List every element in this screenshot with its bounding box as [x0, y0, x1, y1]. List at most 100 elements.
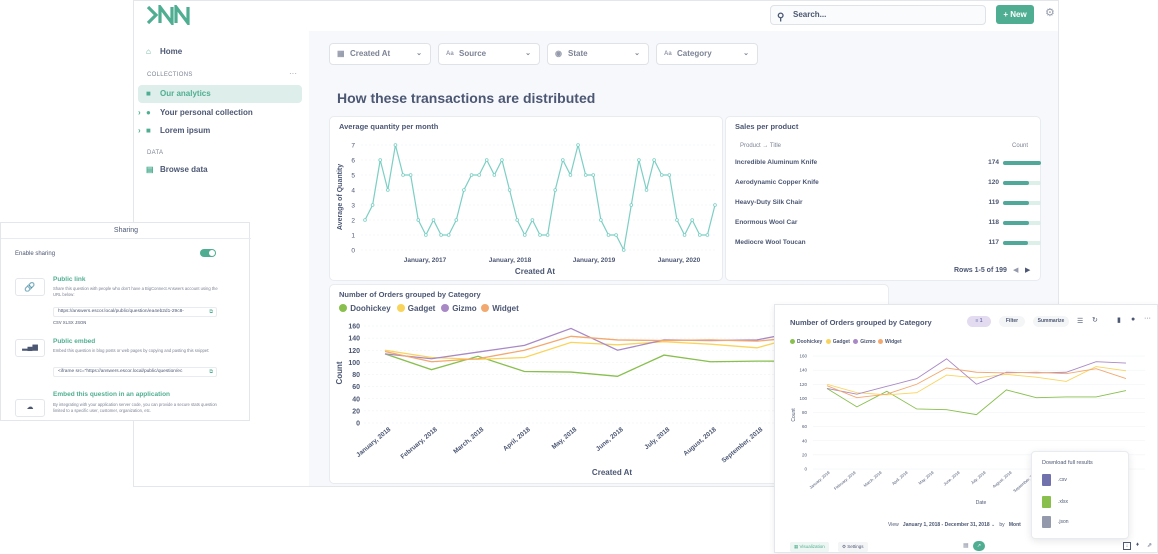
table-row[interactable]: Heavy-Duty Silk Chair 119: [735, 199, 1041, 211]
summarize-button[interactable]: Summarize: [1033, 316, 1069, 327]
data-point: [576, 143, 580, 147]
public-link-field[interactable]: https://answers.escor.local/public/quest…: [53, 307, 217, 317]
y-tick-label: 3: [351, 203, 355, 210]
granularity-picker[interactable]: Mont: [1008, 522, 1021, 528]
x-tick-label: January, 2018: [808, 469, 831, 489]
copy-icon[interactable]: ⧉: [209, 309, 213, 315]
question-title: Number of Orders grouped by Category: [790, 318, 932, 327]
table-row[interactable]: Enormous Wool Car 118: [735, 219, 1041, 231]
legend-item[interactable]: Widget: [481, 304, 519, 313]
sidebar-item-home[interactable]: ⌂ Home: [138, 43, 302, 61]
legend-item[interactable]: Gadget: [396, 304, 435, 313]
data-point: [713, 203, 717, 207]
chevron-right-icon[interactable]: ›: [138, 108, 141, 117]
settings-button[interactable]: ⚙ Settings: [838, 542, 868, 552]
product-name[interactable]: Aerodynamic Copper Knife: [735, 179, 819, 186]
y-tick-label: 100: [348, 360, 360, 367]
column-header-count[interactable]: Count: [1012, 143, 1029, 149]
table-row[interactable]: Mediocre Wool Toucan 117: [735, 239, 1041, 251]
download-json[interactable]: .json: [1042, 516, 1102, 528]
search-icon: ⚲: [777, 12, 785, 23]
legend-item[interactable]: Widget: [878, 339, 902, 345]
chevron-right-icon[interactable]: ›: [138, 126, 141, 135]
series-line-gadget: [826, 366, 1127, 396]
table-view-icon[interactable]: ▦: [963, 543, 969, 549]
table-row[interactable]: Aerodynamic Copper Knife 120: [735, 179, 1041, 191]
refresh-icon[interactable]: ↻: [1092, 317, 1098, 324]
column-header-product[interactable]: Product → Title: [740, 143, 782, 149]
count-bar: [1003, 181, 1041, 185]
y-tick-label: 40: [352, 396, 360, 403]
copy-icon[interactable]: ⧉: [209, 369, 213, 375]
info-icon[interactable]: ●: [1131, 316, 1136, 323]
download-title: Download full results: [1042, 460, 1093, 466]
data-point: [545, 233, 550, 237]
visualization-button[interactable]: ▦ Visualization: [790, 542, 829, 552]
y-tick-label: 120: [348, 348, 360, 355]
data-point: [446, 233, 451, 237]
product-name[interactable]: Incredible Aluminum Knife: [735, 159, 818, 166]
legend-dot: [853, 339, 859, 344]
product-count: 119: [988, 199, 1000, 206]
export-formats[interactable]: CSV XLSX JSON: [53, 320, 87, 325]
product-name[interactable]: Mediocre Wool Toucan: [735, 239, 806, 246]
sidebar-item-our-analytics[interactable]: ■ Our analytics: [138, 85, 302, 103]
data-point: [378, 158, 383, 162]
notebook-icon[interactable]: ☰: [1077, 318, 1084, 325]
download-xlsx[interactable]: .xlsx: [1042, 496, 1102, 508]
chart-view-icon[interactable]: ↗: [973, 541, 985, 551]
new-button[interactable]: + New: [996, 5, 1034, 24]
collections-header: COLLECTIONS: [147, 72, 193, 78]
quantity-line-chart[interactable]: 0 1 2 3 4 5 6 7 January, 2017 January, 2018 Janua…: [330, 117, 724, 282]
sidebar-item-personal-collection[interactable]: › ● Your personal collection: [138, 104, 302, 122]
enable-sharing-toggle[interactable]: [200, 249, 216, 257]
search-placeholder: Search...: [793, 10, 827, 19]
table-row[interactable]: Incredible Aluminum Knife 174: [735, 159, 1041, 171]
data-point: [393, 143, 398, 147]
legend-item[interactable]: Doohickey: [339, 304, 391, 313]
public-embed-description: Embed this question in blog posts or web…: [53, 348, 210, 353]
gear-icon[interactable]: ⚙: [1045, 7, 1055, 19]
product-name[interactable]: Heavy-Duty Silk Chair: [735, 199, 803, 206]
embed-code-field[interactable]: <iframe src="https://answers.escor.local…: [53, 367, 217, 377]
legend-item[interactable]: Gizmo: [853, 339, 876, 345]
filter-category[interactable]: Aa Category ⌄: [656, 43, 758, 65]
legend-dot: [441, 304, 449, 312]
collections-menu-icon[interactable]: ···: [289, 69, 297, 78]
more-icon[interactable]: ···: [1144, 315, 1151, 322]
product-name[interactable]: Enormous Wool Car: [735, 219, 798, 226]
sidebar-item-browse-data[interactable]: ▤ Browse data: [138, 161, 302, 179]
previous-page-icon[interactable]: ◀: [1013, 267, 1019, 274]
bookmark-icon[interactable]: ▮: [1117, 317, 1121, 324]
share-icon[interactable]: ⇗: [1147, 543, 1153, 549]
card-average-quantity[interactable]: Average quantity per month 0 1 2 3 4 5 6 7 Janu…: [329, 116, 723, 281]
y-tick-label: 20: [802, 452, 808, 457]
x-axis-label: Created At: [592, 468, 632, 477]
data-point: [659, 173, 664, 177]
x-tick-label: February, 2018: [400, 426, 440, 461]
date-range-picker[interactable]: January 1, 2018 - December 31, 2018: [902, 522, 990, 528]
alert-icon[interactable]: ♦: [1136, 542, 1140, 548]
legend-item[interactable]: Gadget: [825, 339, 850, 345]
card-sales-per-product[interactable]: Sales per product Product → Title Count …: [725, 116, 1041, 281]
data-point: [629, 203, 634, 207]
filter-button[interactable]: Filter: [999, 316, 1025, 327]
search-input[interactable]: ⚲ Search...: [770, 5, 986, 25]
next-page-icon[interactable]: ▶: [1025, 267, 1031, 274]
filter-state[interactable]: ◉ State ⌄: [547, 43, 649, 65]
legend-item[interactable]: Doohickey: [790, 339, 822, 345]
data-point: [675, 218, 679, 222]
count-bar: [1003, 161, 1041, 165]
legend-item[interactable]: Gizmo: [441, 304, 477, 313]
filter-source[interactable]: Aa Source ⌄: [438, 43, 540, 65]
sidebar-item-lorem-ipsum[interactable]: › ■ Lorem ipsum: [138, 122, 302, 140]
brand-logo[interactable]: [146, 5, 192, 25]
download-icon[interactable]: ↓: [1123, 542, 1131, 550]
filter-count-badge[interactable]: ≡ 1: [967, 316, 991, 327]
y-tick-label: 5: [351, 173, 355, 180]
download-csv[interactable]: .csv: [1042, 474, 1102, 486]
filter-created-at[interactable]: ▦ Created At ⌄: [329, 43, 431, 65]
time-granularity-bar: View January 1, 2018 - December 31, 2018…: [888, 522, 1021, 528]
by-label: by: [999, 522, 1005, 528]
y-tick-label: 60: [802, 424, 808, 429]
